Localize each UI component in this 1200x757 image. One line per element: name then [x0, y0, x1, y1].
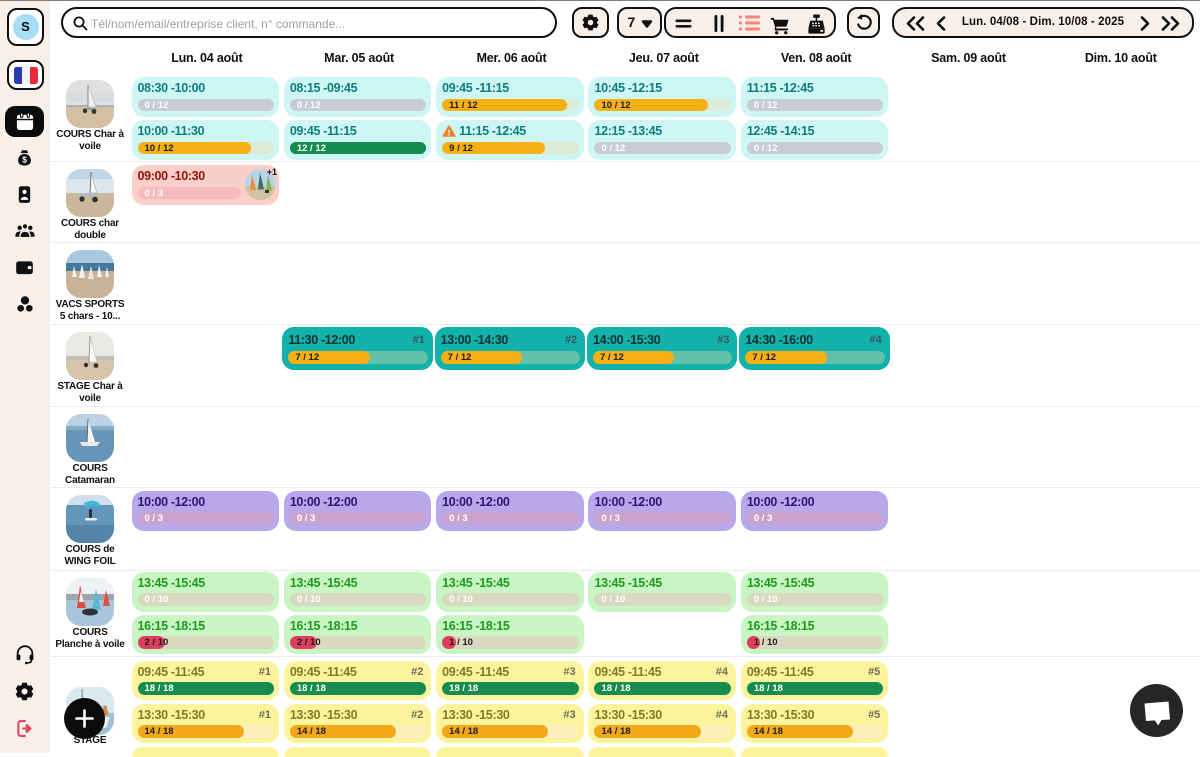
svg-text:$: $: [22, 155, 27, 165]
